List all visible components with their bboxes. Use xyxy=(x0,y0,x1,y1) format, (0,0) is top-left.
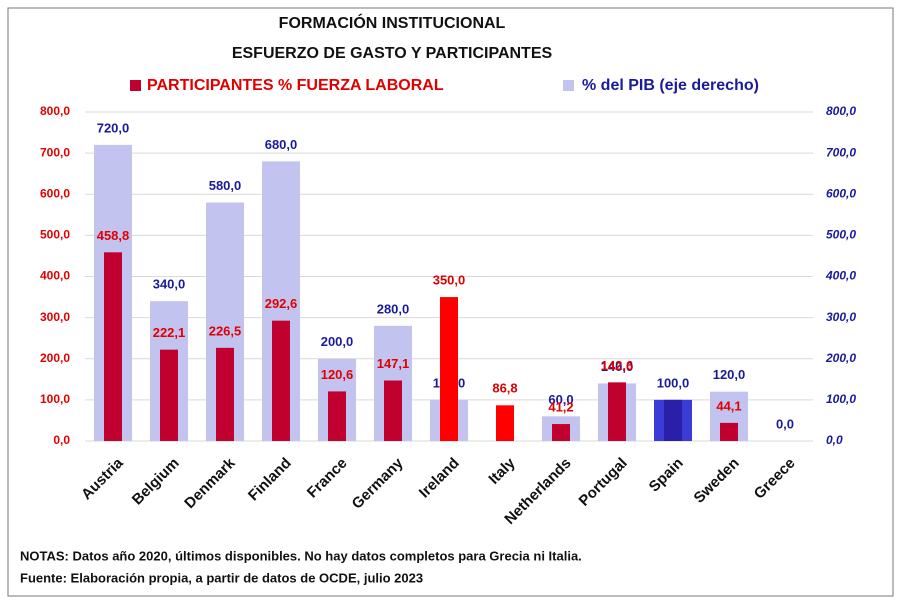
y-tick-label: 700,0 xyxy=(40,145,70,159)
value-label: 222,1 xyxy=(153,325,186,340)
value-label: 60,0 xyxy=(548,392,573,407)
chart-subtitle: ESFUERZO DE GASTO Y PARTICIPANTES xyxy=(232,45,553,62)
note: NOTAS: Datos año 2020, últimos disponibl… xyxy=(20,548,582,563)
y-tick-label: 800,0 xyxy=(40,104,70,118)
value-label: 680,0 xyxy=(265,137,298,152)
y2-tick-label: 200,0 xyxy=(825,351,856,365)
value-label: 720,0 xyxy=(97,120,130,135)
y2-tick-label: 800,0 xyxy=(826,104,856,118)
y2-tick-label: 100,0 xyxy=(826,392,856,406)
bar xyxy=(216,347,234,441)
bar xyxy=(440,297,458,441)
y2-tick-label: 700,0 xyxy=(826,145,856,159)
legend-label: % del PIB (eje derecho) xyxy=(582,77,759,94)
bar xyxy=(608,382,626,441)
legend-swatch xyxy=(130,80,141,91)
bar xyxy=(272,320,290,441)
value-label: 226,5 xyxy=(209,323,242,338)
bar xyxy=(384,380,402,441)
y2-tick-label: 600,0 xyxy=(826,186,856,200)
bar xyxy=(160,349,178,441)
value-label: 340,0 xyxy=(153,277,186,292)
bar xyxy=(720,422,738,441)
value-label: 350,0 xyxy=(433,273,466,288)
bar xyxy=(664,399,682,441)
note: Fuente: Elaboración propia, a partir de … xyxy=(20,570,423,585)
bar xyxy=(328,391,346,441)
value-label: 100,0 xyxy=(657,375,690,390)
value-label: 120,0 xyxy=(713,367,746,382)
bar xyxy=(496,405,514,441)
value-label: 41,2 xyxy=(548,399,573,414)
y2-tick-label: 0,0 xyxy=(826,433,843,447)
value-label: 147,1 xyxy=(377,356,410,371)
value-label: 458,8 xyxy=(97,228,130,243)
legend-label: PARTICIPANTES % FUERZA LABORAL xyxy=(147,77,444,94)
value-label: 142,6 xyxy=(601,358,634,373)
y-tick-label: 600,0 xyxy=(40,186,70,200)
bar xyxy=(552,424,570,441)
y-tick-label: 200,0 xyxy=(40,351,70,365)
y2-tick-label: 500,0 xyxy=(826,228,856,242)
value-label: 280,0 xyxy=(377,301,410,316)
y-tick-label: 0,0 xyxy=(53,433,70,447)
value-label: 580,0 xyxy=(209,178,242,193)
y-tick-label: 400,0 xyxy=(40,269,70,283)
bar xyxy=(104,252,122,441)
value-label: 86,8 xyxy=(492,381,517,396)
legend-swatch xyxy=(563,80,574,91)
y-tick-label: 500,0 xyxy=(40,228,70,242)
value-label: 140,0 xyxy=(601,359,634,374)
value-label: 292,6 xyxy=(265,296,298,311)
y2-tick-label: 300,0 xyxy=(826,310,856,324)
value-label: 120,6 xyxy=(321,367,354,382)
chart-title: FORMACIÓN INSTITUCIONAL xyxy=(279,13,506,32)
y2-tick-label: 400,0 xyxy=(825,269,856,283)
value-label: 200,0 xyxy=(321,334,354,349)
y-tick-label: 100,0 xyxy=(40,392,70,406)
value-label: 0,0 xyxy=(776,416,794,431)
y-tick-label: 300,0 xyxy=(40,310,70,324)
value-label: 44,1 xyxy=(716,398,741,413)
